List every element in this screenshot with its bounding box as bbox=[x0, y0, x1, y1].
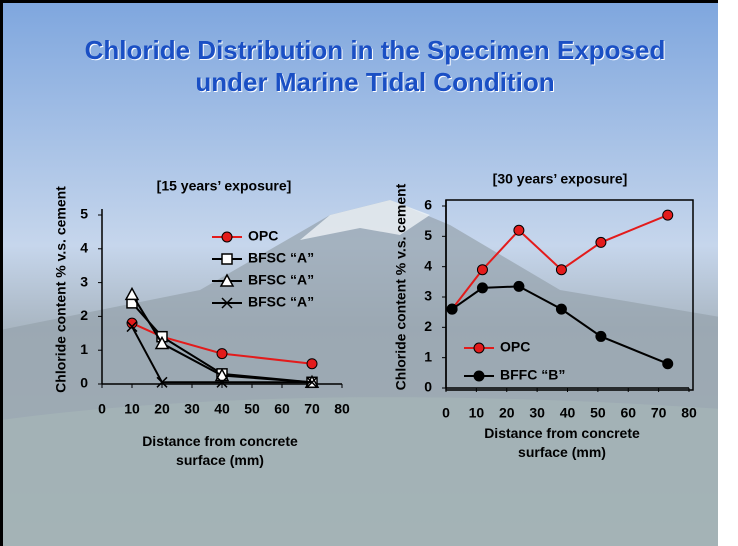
legend-label: OPC bbox=[248, 228, 278, 244]
marker bbox=[474, 371, 484, 381]
marker bbox=[447, 304, 457, 314]
slide-title: Chloride Distribution in the Specimen Ex… bbox=[60, 34, 690, 98]
marker bbox=[474, 343, 484, 353]
x-tick-label: 50 bbox=[590, 405, 606, 421]
border bbox=[0, 0, 3, 546]
y-tick-label: 1 bbox=[424, 348, 432, 364]
x-tick-label: 10 bbox=[124, 401, 140, 417]
x-tick-label: 0 bbox=[98, 401, 106, 417]
y-tick-label: 2 bbox=[424, 318, 432, 334]
slide: [15 years’ exposure] Chloride content % v… bbox=[0, 0, 738, 546]
y-tick-label: 1 bbox=[80, 341, 88, 357]
marker bbox=[514, 281, 524, 291]
subtitle: [30 years’ exposure] bbox=[493, 171, 628, 187]
marker bbox=[596, 331, 606, 341]
x-tick-label: 30 bbox=[184, 401, 200, 417]
x-tick-label: 20 bbox=[154, 401, 170, 417]
y-tick-label: 3 bbox=[424, 288, 432, 304]
y-tick-label: 0 bbox=[80, 375, 88, 391]
marker bbox=[222, 254, 232, 264]
marker bbox=[217, 349, 227, 359]
legend-label: BFSC “A” bbox=[248, 250, 314, 266]
marker bbox=[222, 232, 232, 242]
legend-label: BFSC “A” bbox=[248, 294, 314, 310]
marker bbox=[556, 304, 566, 314]
y-tick-label: 6 bbox=[424, 197, 432, 213]
y-axis-label: Chloride content % v.s. cement bbox=[53, 186, 69, 393]
marker bbox=[663, 359, 673, 369]
marker bbox=[477, 283, 487, 293]
y-tick-label: 3 bbox=[80, 273, 88, 289]
x-tick-label: 80 bbox=[681, 405, 697, 421]
marker bbox=[596, 237, 606, 247]
x-tick-label: 30 bbox=[529, 405, 545, 421]
x-tick-label: 60 bbox=[620, 405, 636, 421]
legend-label: OPC bbox=[500, 339, 530, 355]
y-tick-label: 0 bbox=[424, 379, 432, 395]
legend-label: BFFC “B” bbox=[500, 367, 565, 383]
margin bbox=[718, 0, 738, 546]
y-tick-label: 4 bbox=[80, 240, 88, 256]
x-axis-label: Distance from concrete surface (mm) bbox=[120, 432, 320, 470]
marker bbox=[556, 265, 566, 275]
marker bbox=[307, 359, 317, 369]
x-tick-label: 20 bbox=[499, 405, 515, 421]
x-tick-label: 0 bbox=[442, 405, 450, 421]
x-tick-label: 80 bbox=[334, 401, 350, 417]
y-tick-label: 2 bbox=[80, 307, 88, 323]
x-tick-label: 50 bbox=[244, 401, 260, 417]
x-tick-label: 10 bbox=[469, 405, 485, 421]
y-tick-label: 5 bbox=[80, 206, 88, 222]
y-tick-label: 4 bbox=[424, 257, 432, 273]
border bbox=[0, 0, 738, 3]
y-axis-label: Chloride content % v.s. cement bbox=[393, 183, 409, 390]
y-tick-label: 5 bbox=[424, 227, 432, 243]
x-tick-label: 40 bbox=[560, 405, 576, 421]
marker bbox=[514, 225, 524, 235]
x-tick-label: 70 bbox=[304, 401, 320, 417]
x-axis-label: Distance from concrete surface (mm) bbox=[462, 424, 662, 462]
legend-label: BFSC “A” bbox=[248, 272, 314, 288]
marker bbox=[477, 265, 487, 275]
marker bbox=[663, 210, 673, 220]
subtitle: [15 years’ exposure] bbox=[157, 178, 292, 194]
x-tick-label: 70 bbox=[651, 405, 667, 421]
x-tick-label: 60 bbox=[274, 401, 290, 417]
x-tick-label: 40 bbox=[214, 401, 230, 417]
